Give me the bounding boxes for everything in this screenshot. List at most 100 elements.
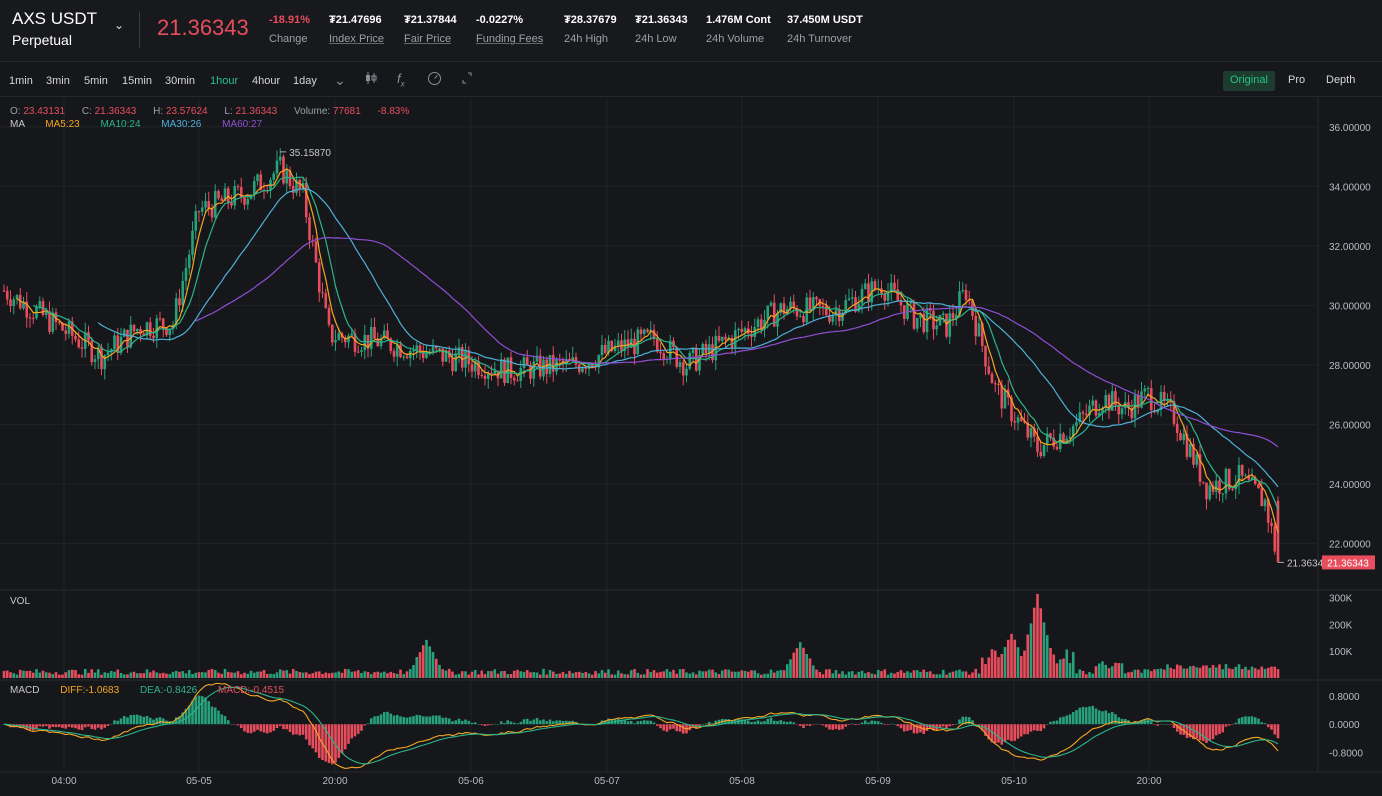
ticker-header: AXS USDT Perpetual ⌄ 21.36343 -18.91% Cha… [0, 0, 1382, 62]
macd-histogram-bar [1003, 724, 1007, 742]
volume-bar [70, 669, 74, 678]
candle-body [551, 354, 555, 372]
volume-bar [324, 672, 328, 678]
candle-body [226, 188, 230, 203]
price-axis-label: 26.00000 [1329, 420, 1371, 431]
macd-histogram-bar [522, 719, 526, 725]
volume-bar [1172, 669, 1176, 678]
volume-bar [935, 674, 939, 678]
candle-body [470, 364, 474, 372]
symbol-selector[interactable]: AXS USDT Perpetual [12, 9, 97, 48]
stat-fair-price[interactable]: ₮21.37844 Fair Price [404, 14, 457, 45]
candle-body [662, 353, 666, 360]
expand-icon[interactable] [461, 71, 473, 88]
volume-value: 77681 [332, 106, 361, 117]
candle-body [909, 301, 913, 304]
volume-bar [779, 670, 783, 678]
timeframe-30min[interactable]: 30min [165, 75, 195, 87]
volume-bar [1010, 633, 1013, 678]
volume-bar [636, 672, 640, 678]
volume-bar [896, 671, 900, 678]
macd-histogram-bar [486, 724, 490, 726]
candle-body [717, 335, 721, 341]
macd-histogram-bar [217, 710, 220, 725]
volume-bar [701, 671, 705, 678]
candle-body [841, 312, 844, 321]
macd-histogram-bar [1036, 724, 1039, 731]
volume-bar [1240, 668, 1244, 678]
candle-body [912, 301, 916, 329]
ma10-value: MA10:24 [100, 119, 141, 130]
stat-index-price[interactable]: ₮21.47696 Index Price [329, 14, 384, 45]
view-depth-button[interactable]: Depth [1326, 74, 1356, 86]
chevron-down-icon[interactable]: ⌄ [114, 18, 125, 32]
gauge-icon[interactable] [427, 71, 442, 88]
candle-body [1257, 483, 1260, 489]
volume-bar [977, 673, 981, 678]
candle-body [824, 305, 828, 315]
candle-body [61, 322, 64, 331]
candle-body [857, 303, 861, 312]
candle-body [15, 294, 19, 300]
time-axis-label: 05-07 [594, 776, 620, 787]
macd-histogram-bar [844, 724, 848, 727]
view-pro-button[interactable]: Pro [1288, 74, 1306, 86]
macd-histogram-bar [603, 720, 607, 725]
candle-body [886, 291, 890, 301]
volume-bar [1055, 663, 1059, 678]
candle-body [272, 173, 276, 180]
macd-histogram-bar [1175, 724, 1179, 732]
macd-histogram-bar [187, 705, 191, 725]
volume-bar [828, 669, 831, 678]
timeframe-1day[interactable]: 1day [293, 75, 317, 87]
candle-body [1107, 394, 1111, 411]
candle-body [223, 188, 227, 202]
macd-histogram-bar [772, 720, 776, 725]
volume-bar [1224, 664, 1228, 678]
timeframe-3min[interactable]: 3min [46, 75, 70, 87]
macd-histogram-bar [766, 718, 770, 725]
volume-bar [152, 670, 155, 678]
candle-body [321, 292, 324, 294]
volume-bar [379, 672, 383, 678]
macd-histogram-bar [83, 724, 87, 728]
function-icon[interactable]: fx [397, 71, 405, 89]
macd-histogram-bar [1237, 718, 1241, 725]
macd-histogram-bar [67, 724, 71, 727]
chevron-down-icon[interactable]: ⌄ [334, 72, 346, 88]
macd-histogram-bar [1065, 715, 1069, 725]
candle-body [74, 335, 77, 340]
timeframe-1hour[interactable]: 1hour [210, 75, 239, 87]
stat-value: 37.450M USDT [787, 14, 863, 26]
candlestick-icon[interactable] [365, 71, 377, 88]
macd-histogram-bar [103, 724, 107, 728]
macd-histogram-bar [548, 719, 552, 725]
volume-bar [12, 673, 16, 678]
timeframe-4hour[interactable]: 4hour [252, 75, 281, 87]
macd-histogram-bar [1101, 711, 1104, 725]
macd-histogram-bar [1013, 724, 1017, 741]
candle-body [2, 290, 6, 292]
candle-body [181, 280, 185, 306]
timeframe-5min[interactable]: 5min [84, 75, 108, 87]
candle-body [116, 335, 120, 353]
macd-histogram-bar [1205, 724, 1208, 743]
candle-body [1117, 404, 1121, 415]
volume-bar [740, 670, 744, 678]
macd-histogram-bar [971, 720, 974, 725]
candlestick-chart[interactable]: 36.00000 34.00000 32.00000 30.00000 28.00000… [0, 98, 1382, 796]
volume-bar [347, 669, 350, 678]
candle-body [1266, 499, 1270, 523]
volume-bar [444, 670, 448, 678]
macd-histogram-bar [652, 722, 656, 725]
macd-histogram-bar [366, 723, 370, 725]
volume-bar [1003, 647, 1007, 678]
macd-histogram-bar [142, 716, 146, 725]
timeframe-15min[interactable]: 15min [122, 75, 152, 87]
macd-histogram-bar [1075, 710, 1078, 725]
ma30-line [97, 188, 1279, 488]
stat-funding-fees[interactable]: -0.0227% Funding Fees [476, 14, 543, 45]
candle-body [1045, 433, 1049, 445]
timeframe-1min[interactable]: 1min [9, 75, 33, 87]
view-original-button[interactable]: Original [1223, 71, 1275, 91]
